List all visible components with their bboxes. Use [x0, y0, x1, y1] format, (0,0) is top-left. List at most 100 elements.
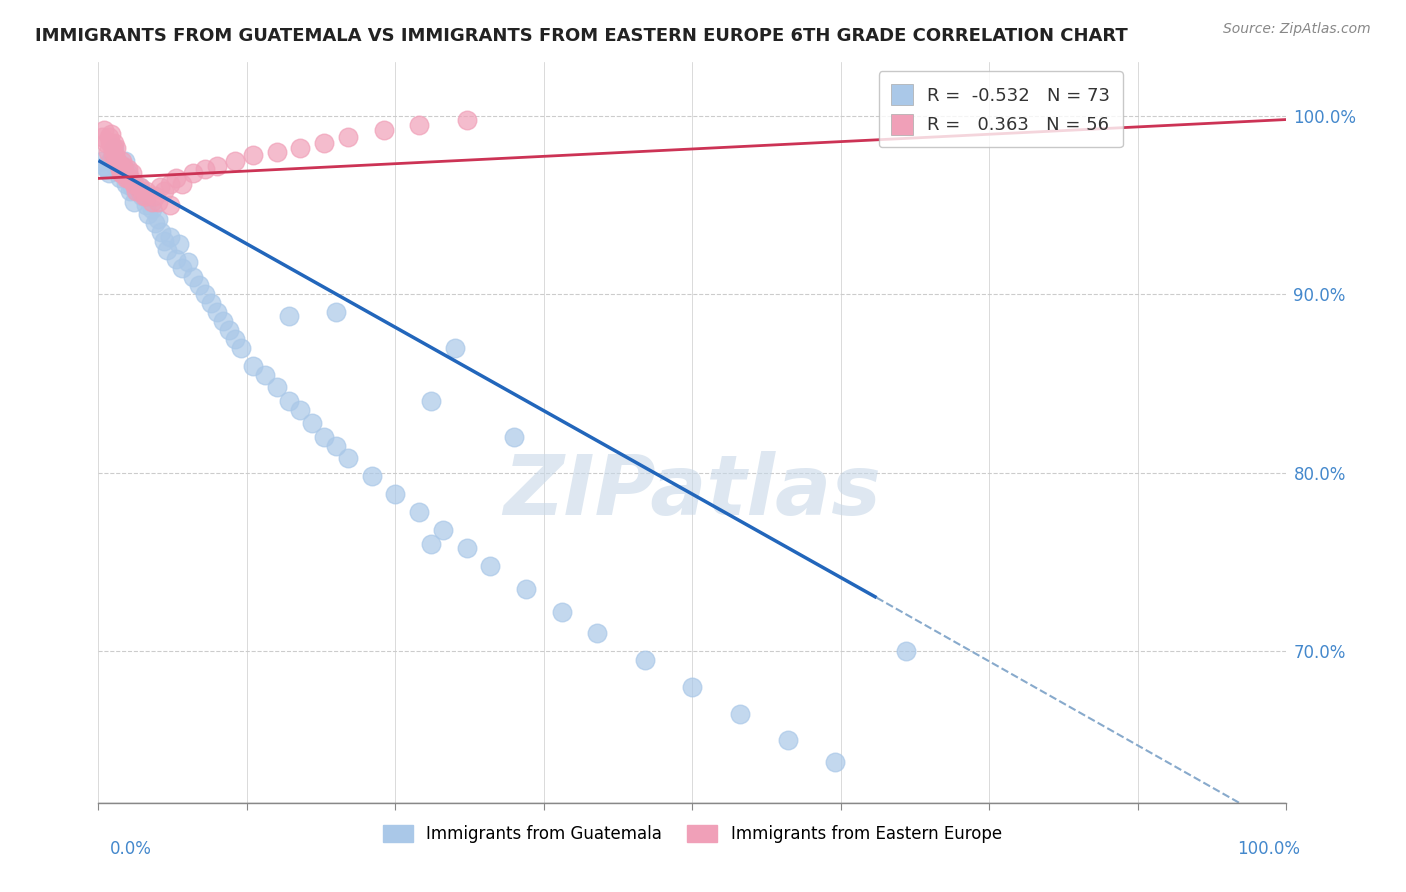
Point — [183, 269, 205, 284]
Point — [105, 153, 128, 168]
Point — [136, 207, 159, 221]
Point — [515, 582, 537, 596]
Text: 100.0%: 100.0% — [1237, 840, 1301, 858]
Point — [224, 332, 246, 346]
Point — [194, 162, 217, 177]
Point — [98, 136, 121, 150]
Point — [242, 359, 264, 373]
Point — [100, 127, 122, 141]
Point — [108, 162, 131, 177]
Point — [681, 680, 703, 694]
Point — [135, 189, 157, 203]
Point — [194, 287, 217, 301]
Point — [108, 171, 131, 186]
Point — [325, 305, 347, 319]
Point — [114, 166, 136, 180]
Point — [420, 537, 443, 551]
Point — [121, 166, 143, 180]
Point — [156, 243, 179, 257]
Text: 0.0%: 0.0% — [110, 840, 152, 858]
Point — [141, 194, 163, 209]
Point — [824, 755, 846, 769]
Point — [129, 180, 152, 194]
Point — [503, 430, 526, 444]
Point — [420, 394, 443, 409]
Point — [122, 194, 145, 209]
Point — [408, 118, 430, 132]
Point — [146, 212, 169, 227]
Point — [111, 153, 134, 168]
Point — [104, 157, 127, 171]
Point — [242, 148, 264, 162]
Point — [165, 171, 187, 186]
Point — [456, 541, 478, 555]
Point — [728, 706, 751, 721]
Point — [408, 505, 430, 519]
Point — [551, 605, 574, 619]
Point — [159, 177, 181, 191]
Point — [384, 487, 406, 501]
Text: ZIPatlas: ZIPatlas — [503, 451, 882, 533]
Point — [107, 159, 129, 173]
Point — [129, 180, 152, 194]
Legend: R =  -0.532   N = 73, R =   0.363   N = 56: R = -0.532 N = 73, R = 0.363 N = 56 — [879, 71, 1123, 147]
Point — [125, 184, 148, 198]
Point — [105, 141, 128, 155]
Point — [301, 416, 323, 430]
Point — [135, 184, 157, 198]
Point — [183, 166, 205, 180]
Point — [131, 189, 153, 203]
Text: Source: ZipAtlas.com: Source: ZipAtlas.com — [1223, 22, 1371, 37]
Point — [112, 159, 135, 173]
Point — [145, 216, 167, 230]
Point — [200, 296, 222, 310]
Point — [456, 112, 478, 127]
Point — [150, 225, 173, 239]
Point — [212, 314, 235, 328]
Point — [586, 626, 609, 640]
Point — [277, 394, 299, 409]
Point — [896, 644, 918, 658]
Point — [98, 153, 121, 168]
Point — [266, 145, 288, 159]
Point — [93, 159, 115, 173]
Point — [277, 309, 299, 323]
Point — [444, 341, 467, 355]
Point — [159, 198, 181, 212]
Point — [107, 162, 129, 177]
Point — [207, 305, 229, 319]
Point — [129, 184, 152, 198]
Point — [145, 189, 167, 203]
Point — [167, 237, 190, 252]
Point — [117, 171, 139, 186]
Point — [141, 202, 163, 216]
Point — [314, 136, 336, 150]
Point — [103, 136, 125, 150]
Point — [114, 177, 136, 191]
Point — [120, 171, 142, 186]
Point — [101, 148, 124, 162]
Point — [170, 260, 193, 275]
Point — [149, 180, 172, 194]
Point — [152, 184, 174, 198]
Point — [266, 380, 288, 394]
Point — [104, 148, 127, 162]
Point — [132, 189, 155, 203]
Point — [98, 166, 121, 180]
Point — [432, 523, 454, 537]
Point — [314, 430, 336, 444]
Point — [125, 184, 148, 198]
Point — [360, 469, 382, 483]
Point — [634, 653, 657, 667]
Point — [170, 177, 193, 191]
Point — [122, 177, 145, 191]
Point — [103, 141, 125, 155]
Point — [253, 368, 276, 382]
Point — [479, 558, 502, 573]
Point — [94, 136, 117, 150]
Point — [776, 733, 799, 747]
Point — [188, 278, 211, 293]
Text: IMMIGRANTS FROM GUATEMALA VS IMMIGRANTS FROM EASTERN EUROPE 6TH GRADE CORRELATIO: IMMIGRANTS FROM GUATEMALA VS IMMIGRANTS … — [35, 27, 1128, 45]
Point — [110, 166, 132, 180]
Point — [290, 141, 312, 155]
